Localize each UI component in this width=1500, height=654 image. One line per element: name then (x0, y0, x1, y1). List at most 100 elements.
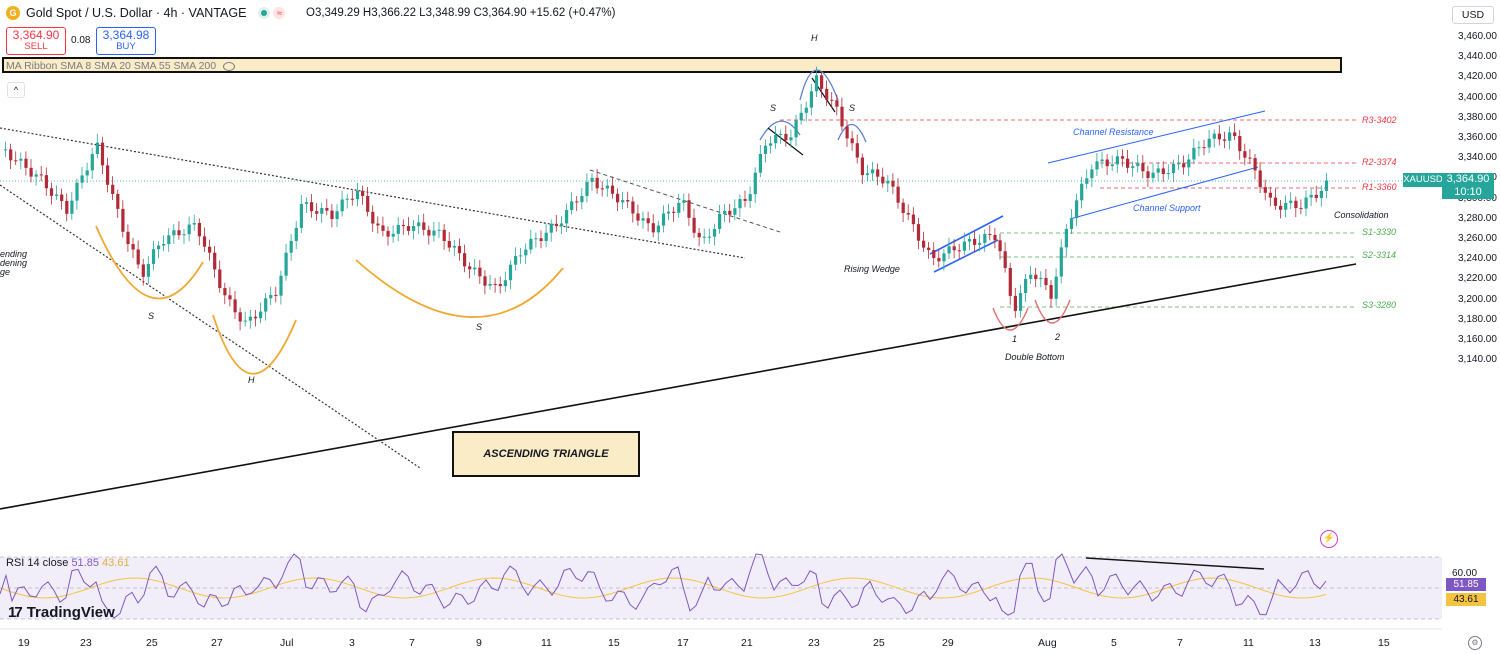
channel-support-line (1069, 166, 1259, 220)
candle-body (85, 170, 89, 176)
rsi-level-60: 60.00 (1452, 568, 1478, 579)
candle-body (483, 276, 487, 286)
sell-button[interactable]: 3,364.90 SELL (6, 27, 66, 55)
double-bottom-1: 1 (1012, 334, 1018, 344)
rsi-legend[interactable]: RSI 14 close 51.85 43.61 (6, 557, 130, 569)
rsi-divergence-line (1085, 557, 1265, 570)
last-price-tag: 3,364.90 10:10 (1442, 173, 1494, 199)
candle-body (1034, 274, 1038, 280)
candle-body (447, 241, 451, 248)
candle-body (417, 222, 421, 227)
candle-body (1177, 163, 1181, 165)
time-tick: 17 (677, 637, 689, 649)
candle-body (1289, 200, 1293, 203)
candle-body (1161, 168, 1165, 175)
candle-body (253, 316, 258, 319)
price-tick: 3,440.00 (1458, 51, 1497, 63)
broadening-lower-line (0, 184, 421, 469)
candle-body (845, 126, 849, 139)
candle-body (702, 236, 706, 238)
time-tick: 11 (1243, 637, 1254, 649)
candle-body (1314, 194, 1318, 199)
candle-body (192, 222, 196, 225)
candle-body (942, 253, 946, 262)
candle-body (488, 283, 492, 286)
candle-body (1304, 197, 1308, 209)
candle-body (830, 99, 834, 101)
candle-body (973, 238, 977, 245)
right-shoulder-curve (355, 259, 564, 318)
time-tick: 3 (349, 637, 355, 649)
price-chart[interactable] (0, 0, 1442, 654)
time-tick: 27 (211, 637, 223, 649)
candle-body (978, 242, 982, 245)
flash-icon[interactable]: ⚡ (1320, 530, 1338, 548)
time-tick: 19 (18, 637, 30, 649)
candle-body (600, 188, 604, 190)
candle-body (947, 246, 951, 254)
candle-body (794, 120, 798, 138)
r3-label: R3-3402 (1362, 115, 1397, 125)
settings-icon[interactable]: ⚙ (1468, 636, 1482, 650)
buy-label: BUY (116, 41, 136, 52)
time-tick: 5 (1111, 637, 1117, 649)
price-tick: 3,160.00 (1458, 334, 1497, 345)
candle-body (1115, 156, 1119, 165)
candle-body (1253, 158, 1257, 171)
candle-body (1146, 171, 1150, 179)
candle-body (962, 241, 966, 251)
candle-body (345, 198, 349, 200)
candle-body (315, 211, 319, 214)
shoulder-label: S (148, 311, 155, 321)
double-bottom-2: 2 (1055, 332, 1061, 342)
candle-body (335, 211, 339, 220)
candle-body (799, 112, 803, 121)
collapse-legend-button[interactable]: ^ (7, 82, 25, 98)
shoulder-label: S (770, 103, 777, 113)
candle-body (1110, 164, 1114, 167)
candle-body (325, 207, 329, 211)
r1-label: R1-3360 (1362, 182, 1397, 192)
candle-body (1243, 151, 1247, 158)
candle-body (789, 137, 793, 141)
currency-selector[interactable]: USD (1452, 6, 1494, 24)
candle-body (330, 210, 334, 220)
buy-button[interactable]: 3,364.98 BUY (96, 27, 156, 55)
candle-body (825, 88, 829, 100)
candle-body (493, 283, 497, 285)
time-tick: 25 (873, 637, 885, 649)
tradingview-logo[interactable]: 17 TradingView (8, 604, 115, 621)
candle-body (779, 133, 783, 135)
candle-body (682, 200, 686, 203)
candle-body (840, 106, 844, 127)
symbol-title[interactable]: Gold Spot / U.S. Dollar · 4h · VANTAGE (26, 6, 247, 20)
candle-body (1075, 200, 1079, 219)
consolidation-label: Consolidation (1334, 210, 1389, 220)
candle-body (1141, 163, 1145, 172)
candle-body (259, 311, 263, 319)
shoulder-label: S (476, 322, 483, 332)
sell-price: 3,364.90 (12, 28, 60, 42)
candle-body (208, 246, 212, 253)
candle-body (473, 267, 477, 270)
s3-label: S3-3280 (1362, 300, 1397, 310)
time-tick: Aug (1038, 637, 1057, 649)
candle-body (457, 246, 462, 254)
eye-off-icon[interactable] (223, 61, 236, 71)
candle-body (468, 266, 472, 270)
time-tick: 13 (1309, 637, 1321, 649)
candle-body (1212, 133, 1216, 139)
candle-body (55, 194, 59, 196)
candle-body (355, 190, 360, 200)
candle-body (728, 210, 732, 215)
symbol-info[interactable]: G Gold Spot / U.S. Dollar · 4h · VANTAGE… (6, 6, 286, 20)
ma-ribbon-legend[interactable]: MA Ribbon SMA 8 SMA 20 SMA 55 SMA 200 (6, 60, 236, 72)
candle-body (605, 185, 609, 189)
candle-body (157, 245, 161, 250)
broadening-label: ending dening ge (0, 249, 28, 277)
ohlc-values: O3,349.29 H3,366.22 L3,348.99 C3,364.90 … (306, 7, 616, 19)
candle-body (233, 299, 237, 313)
candle-body (248, 316, 252, 321)
candle-body (1319, 190, 1323, 199)
candle-body (1171, 163, 1176, 174)
